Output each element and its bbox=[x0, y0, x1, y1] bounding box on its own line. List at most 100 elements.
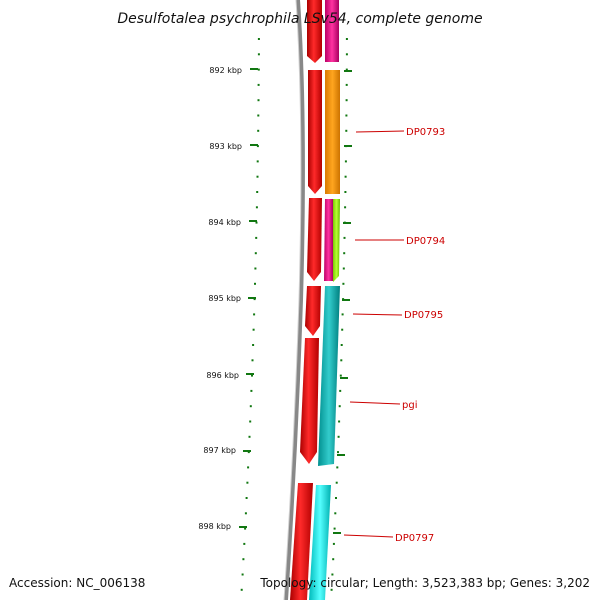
ruler-dot bbox=[257, 99, 260, 102]
ruler-dot bbox=[257, 83, 260, 86]
tick-label: 895 kbp bbox=[208, 294, 241, 303]
cds-arrow[interactable] bbox=[290, 483, 313, 600]
ruler-dot bbox=[254, 282, 256, 285]
kbp-axis: 892 kbp 893 kbp 894 kbp 895 kbp 896 kbp … bbox=[198, 66, 352, 534]
ruler-dot bbox=[345, 99, 348, 102]
ruler-dot bbox=[340, 344, 343, 346]
ruler-dot bbox=[345, 68, 348, 71]
ruler-dot bbox=[256, 160, 259, 163]
genome-title: Desulfotalea psychrophila LSv54, complet… bbox=[117, 11, 482, 27]
ruler-dot bbox=[334, 512, 337, 515]
ruler-dot bbox=[345, 114, 348, 117]
tick-label: 892 kbp bbox=[209, 66, 242, 75]
ruler-dot bbox=[249, 420, 252, 423]
ruler-dot bbox=[344, 206, 347, 209]
ruler-dot bbox=[247, 466, 250, 469]
gene-label-dp0795[interactable]: DP0795 bbox=[404, 310, 443, 321]
accession-text: Accession: NC_006138 bbox=[9, 576, 145, 590]
ruler-dot bbox=[345, 38, 348, 40]
ruler-dot bbox=[245, 497, 248, 499]
tick-label: 898 kbp bbox=[198, 522, 231, 531]
cds-track-features bbox=[309, 0, 340, 600]
ruler-dot bbox=[345, 53, 348, 56]
gene-label-dp0794[interactable]: DP0794 bbox=[406, 236, 445, 247]
ruler-dot bbox=[332, 558, 335, 561]
ruler-dot bbox=[251, 359, 254, 362]
tick-label: 896 kbp bbox=[206, 371, 239, 380]
feature-magenta[interactable] bbox=[324, 199, 333, 281]
tick-label: 894 kbp bbox=[208, 218, 241, 227]
ruler-dot bbox=[343, 252, 346, 255]
cds-arrow[interactable] bbox=[307, 198, 322, 281]
feature-orange[interactable] bbox=[325, 70, 340, 194]
ruler-dot bbox=[343, 236, 346, 239]
ruler-dot bbox=[253, 313, 256, 316]
ruler-dot bbox=[341, 313, 344, 316]
ruler-dot bbox=[255, 206, 258, 209]
ruler-dot bbox=[254, 267, 257, 270]
tick-label: 897 kbp bbox=[203, 446, 236, 455]
ruler-dot bbox=[252, 328, 255, 331]
ruler-dot bbox=[241, 573, 244, 576]
ruler-dot bbox=[255, 221, 258, 224]
ruler-dot bbox=[332, 542, 335, 545]
ruler-dot bbox=[255, 236, 258, 239]
ruler-dot bbox=[242, 558, 245, 561]
ruler-dot bbox=[250, 389, 253, 392]
ruler-dot bbox=[249, 405, 252, 408]
feature-cyan[interactable] bbox=[309, 485, 331, 600]
gene-label-dp0793[interactable]: DP0793 bbox=[406, 127, 445, 138]
ruler-dot bbox=[341, 328, 344, 331]
ruler-dot bbox=[331, 573, 334, 576]
ruler-dot bbox=[243, 542, 246, 545]
ruler-dot bbox=[256, 145, 259, 148]
ruler-dot bbox=[336, 466, 339, 469]
ruler-dot bbox=[335, 481, 338, 484]
ruler-dot bbox=[342, 282, 345, 285]
gene-labels: DP0793 DP0794 DP0795 pgi DP0797 bbox=[343, 127, 445, 544]
ruler-dot bbox=[256, 175, 259, 178]
ruler-dot bbox=[246, 481, 249, 484]
ruler-dot bbox=[345, 129, 348, 132]
tick-label: 893 kbp bbox=[209, 142, 242, 151]
ruler-dot bbox=[257, 129, 260, 132]
cds-arrow[interactable] bbox=[305, 286, 321, 336]
cds-arrow[interactable] bbox=[308, 70, 322, 194]
cds-arrow[interactable] bbox=[300, 338, 319, 464]
ruler-dot bbox=[333, 527, 336, 530]
ruler-dot bbox=[344, 191, 347, 193]
ruler-dot bbox=[340, 359, 343, 362]
ruler-dot bbox=[247, 451, 250, 454]
ruler-dot bbox=[338, 405, 341, 408]
ruler-dot bbox=[257, 53, 260, 56]
ruler-dot bbox=[257, 38, 260, 40]
ruler-dot bbox=[251, 374, 253, 377]
cds-track-forward bbox=[290, 0, 322, 600]
ruler-dot bbox=[344, 160, 347, 163]
ruler-dot bbox=[244, 512, 247, 515]
ruler-dot bbox=[337, 435, 340, 438]
ruler-dot bbox=[338, 420, 341, 423]
ruler-dot bbox=[342, 267, 345, 270]
cds-arrow[interactable] bbox=[307, 0, 322, 63]
gene-label-pgi[interactable]: pgi bbox=[402, 400, 417, 411]
ruler-dot bbox=[253, 298, 256, 301]
ruler-dot bbox=[256, 191, 259, 193]
genome-summary-text: Topology: circular; Length: 3,523,383 bp… bbox=[259, 576, 590, 590]
ruler-dot bbox=[339, 389, 342, 392]
ruler-dot bbox=[248, 435, 251, 438]
ruler-dot bbox=[344, 175, 347, 178]
feature-teal[interactable] bbox=[318, 286, 340, 466]
ruler-dot bbox=[252, 344, 255, 346]
ruler-dot bbox=[244, 527, 247, 530]
genome-backbone-highlight bbox=[283, 0, 302, 600]
ruler-dot bbox=[257, 68, 260, 71]
ruler-dot bbox=[257, 114, 260, 117]
gene-label-dp0797[interactable]: DP0797 bbox=[395, 533, 434, 544]
ruler-dot bbox=[345, 83, 348, 86]
feature-magenta[interactable] bbox=[325, 0, 339, 62]
genome-backbone bbox=[284, 0, 305, 600]
ruler-dot bbox=[339, 374, 342, 377]
feature-green[interactable] bbox=[333, 199, 340, 282]
